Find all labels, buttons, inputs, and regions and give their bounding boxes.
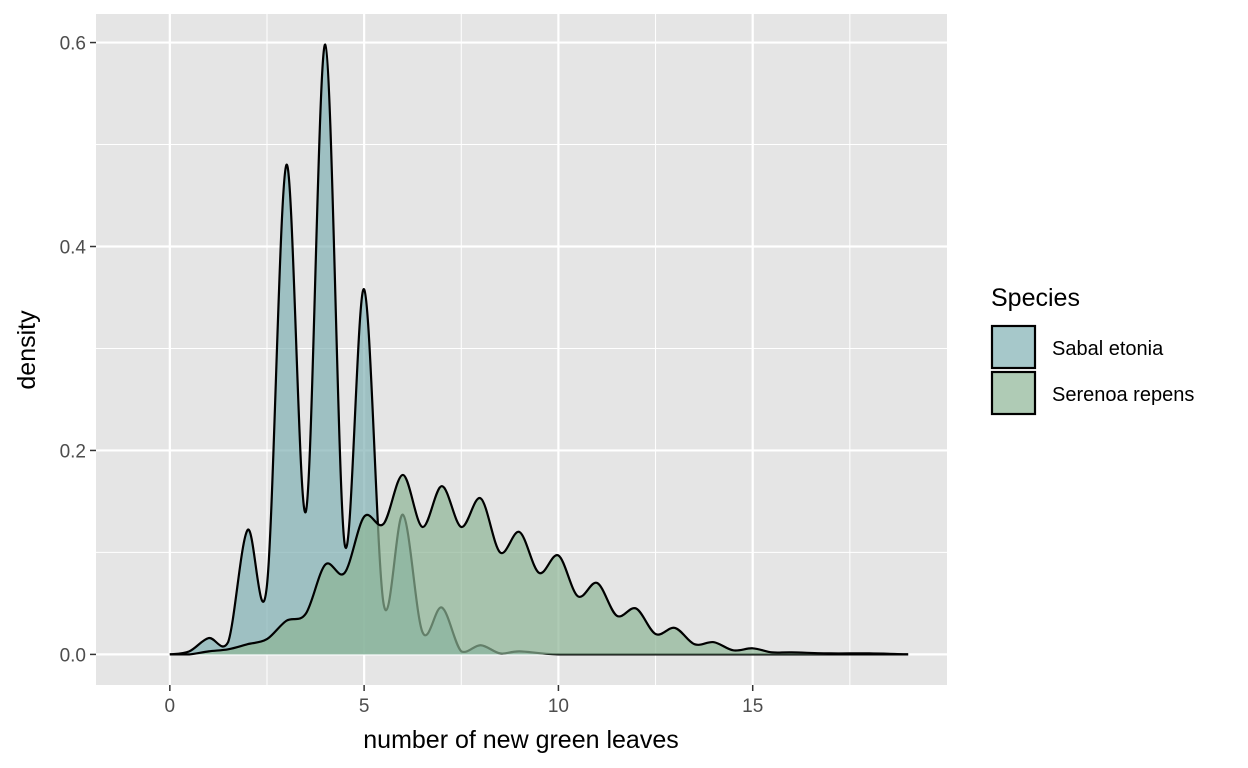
y-tick-label: 0.2 bbox=[60, 441, 86, 462]
legend-key bbox=[990, 324, 1037, 370]
x-axis-title: number of new green leaves bbox=[363, 726, 678, 754]
legend-label: Sabal etonia bbox=[1052, 338, 1164, 360]
minor-gridlines bbox=[96, 14, 947, 685]
x-tick-label: 0 bbox=[165, 696, 176, 717]
density-areas bbox=[169, 43, 909, 656]
legend-label: Serenoa repens bbox=[1052, 384, 1194, 406]
x-tick-label: 5 bbox=[359, 696, 370, 717]
legend-title: Species bbox=[991, 284, 1080, 312]
density-area-sabal-etonia bbox=[169, 44, 909, 655]
density-area-serenoa-repens bbox=[169, 474, 909, 655]
y-axis-title: density bbox=[13, 310, 41, 390]
density-line-serenoa-repens bbox=[169, 473, 909, 656]
y-tick-label: 0.0 bbox=[60, 645, 86, 666]
x-axis: 0 5 10 15 bbox=[165, 685, 763, 717]
y-tick-label: 0.4 bbox=[60, 238, 87, 259]
x-tick-label: 10 bbox=[548, 696, 569, 717]
x-tick-label: 15 bbox=[742, 696, 763, 717]
y-axis: 0.0 0.2 0.4 0.6 bbox=[60, 34, 96, 666]
legend: Species Sabal etonia Serenoa repens bbox=[990, 284, 1194, 416]
legend-key bbox=[990, 370, 1037, 416]
legend-items: Sabal etonia Serenoa repens bbox=[990, 324, 1194, 416]
y-tick-label: 0.6 bbox=[60, 34, 86, 55]
